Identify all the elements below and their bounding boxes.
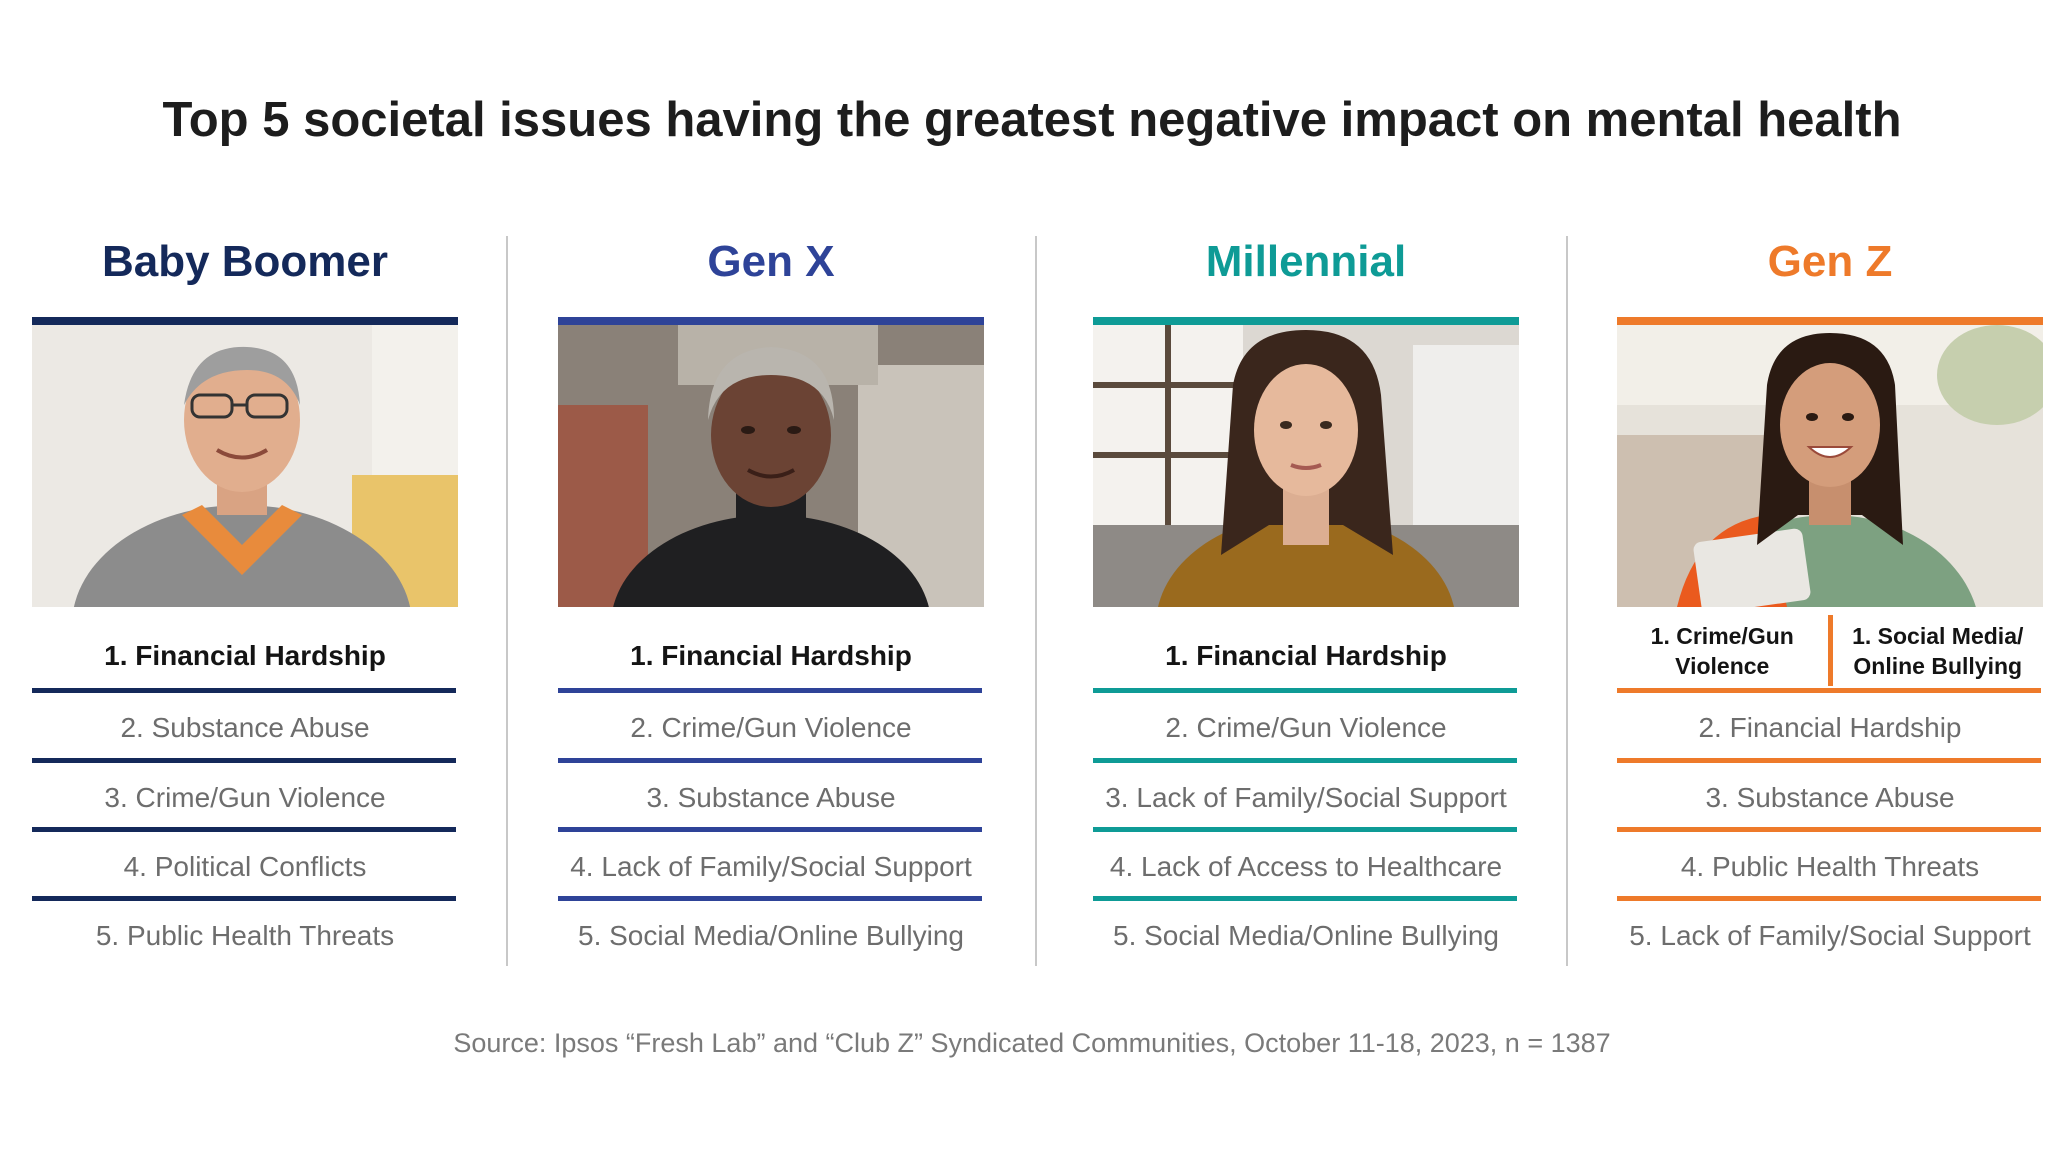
tied-first-issues: 1. Crime/Gun Violence 1. Social Media/ O…	[1617, 615, 2043, 686]
column-gen-z: Gen Z 1. Crime/Gun Violence 1. Social Me…	[1617, 232, 2043, 951]
issue-rank-2: 2. Substance Abuse	[120, 711, 370, 743]
issue-rank-5: 5. Public Health Threats	[95, 919, 395, 951]
column-heading: Baby Boomer	[101, 237, 389, 286]
issue-rank-4: 4. Political Conflicts	[123, 850, 367, 882]
divider-line	[558, 758, 982, 763]
divider-line	[1617, 896, 2041, 901]
divider-line	[1093, 827, 1517, 832]
column-heading: Gen X	[707, 237, 835, 286]
issue-rank-3: 3. Lack of Family/Social Support	[1105, 781, 1507, 813]
issue-rank-4: 4. Public Health Threats	[1680, 850, 1980, 882]
divider-line	[1617, 758, 2041, 763]
portrait-photo-woman-gray-hair	[558, 325, 984, 607]
header-bar	[32, 317, 458, 325]
issue-rank-1: 1. Financial Hardship	[1165, 639, 1447, 671]
divider-line	[1617, 827, 2041, 832]
column-baby-boomer: Baby Boomer 1. Financial Hardship 2. Sub…	[32, 232, 458, 951]
tie-divider	[1827, 615, 1833, 686]
divider-line	[558, 896, 982, 901]
divider-line	[1617, 688, 2041, 693]
issue-rank-2: 2. Crime/Gun Violence	[630, 711, 912, 743]
issue-rank-1: 1. Financial Hardship	[630, 639, 912, 671]
column-millennial: Millennial 1. Financial Hardship 2. Crim…	[1093, 232, 1519, 951]
portrait-photo-smiling-girl	[1617, 325, 2043, 607]
portrait-photo-young-woman	[1093, 325, 1519, 607]
issue-rank-1-tie-b: 1. Social Media/ Online Bullying	[1852, 622, 2024, 679]
issue-rank-2: 2. Financial Hardship	[1698, 711, 1962, 743]
issue-rank-4: 4. Lack of Family/Social Support	[570, 850, 972, 882]
column-heading: Gen Z	[1767, 237, 1893, 286]
column-separator	[1035, 236, 1037, 966]
divider-line	[558, 688, 982, 693]
source-note: Source: Ipsos “Fresh Lab” and “Club Z” S…	[453, 1028, 1611, 1058]
issue-rank-5: 5. Social Media/Online Bullying	[1113, 919, 1499, 951]
divider-line	[1093, 758, 1517, 763]
issue-rank-1-tie-a: 1. Crime/Gun Violence	[1650, 622, 1794, 679]
issue-rank-3: 3. Substance Abuse	[1705, 781, 1955, 813]
header-bar	[1093, 317, 1519, 325]
portrait-photo-older-man	[32, 325, 458, 607]
issue-rank-2: 2. Crime/Gun Violence	[1165, 711, 1447, 743]
divider-line	[1093, 896, 1517, 901]
issue-rank-3: 3. Substance Abuse	[646, 781, 896, 813]
header-bar	[1617, 317, 2043, 325]
header-bar	[558, 317, 984, 325]
divider-line	[32, 896, 456, 901]
issue-rank-4: 4. Lack of Access to Healthcare	[1109, 850, 1503, 882]
divider-line	[32, 758, 456, 763]
issue-rank-5: 5. Lack of Family/Social Support	[1629, 919, 2031, 951]
page-title: Top 5 societal issues having the greates…	[162, 93, 1902, 147]
divider-line	[1093, 688, 1517, 693]
column-gen-x: Gen X 1. Financial Hardship 2. Crime/Gun…	[558, 232, 984, 951]
divider-line	[558, 827, 982, 832]
column-heading: Millennial	[1205, 237, 1407, 286]
issue-rank-1: 1. Financial Hardship	[104, 639, 386, 671]
issue-rank-5: 5. Social Media/Online Bullying	[578, 919, 964, 951]
column-separator	[506, 236, 508, 966]
divider-line	[32, 688, 456, 693]
column-separator	[1566, 236, 1568, 966]
divider-line	[32, 827, 456, 832]
issue-rank-3: 3. Crime/Gun Violence	[104, 781, 386, 813]
